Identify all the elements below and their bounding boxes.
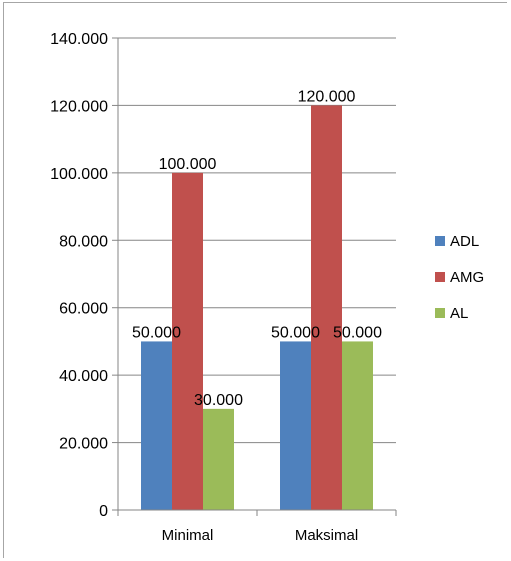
x-tick-label-minimal: Minimal: [162, 527, 214, 544]
data-labels: 50.000 100.000 30.000 50.000 120.000 50.000: [132, 88, 382, 408]
bar-al-maksimal: [342, 341, 373, 510]
legend: ADL AMG AL: [435, 233, 484, 322]
legend-swatch-al: [435, 308, 445, 318]
data-label-adl-minimal: 50.000: [132, 324, 181, 341]
legend-label-al: AL: [450, 305, 468, 322]
bar-amg-maksimal: [311, 105, 342, 510]
legend-label-adl: ADL: [450, 233, 479, 250]
bar-al-minimal: [203, 408, 234, 510]
y-tick-label-3: 60.000: [59, 301, 108, 318]
x-tick-label-maksimal: Maksimal: [295, 527, 358, 544]
y-tick-label-7: 140.000: [50, 31, 108, 48]
legend-swatch-adl: [435, 236, 445, 246]
y-tick-label-1: 20.000: [59, 436, 108, 453]
data-label-amg-minimal: 100.000: [159, 156, 217, 173]
bar-amg-minimal: [172, 172, 203, 510]
legend-swatch-amg: [435, 272, 445, 282]
y-tick-label-4: 80.000: [59, 233, 108, 250]
bar-adl-maksimal: [280, 341, 311, 510]
chart-area: [3, 2, 507, 558]
y-tick-label-6: 120.000: [50, 98, 108, 115]
bar-adl-minimal: [141, 341, 172, 510]
y-tick-label-5: 100.000: [50, 166, 108, 183]
data-label-amg-maksimal: 120.000: [298, 88, 356, 105]
data-label-al-maksimal: 50.000: [333, 324, 382, 341]
data-label-adl-maksimal: 50.000: [271, 324, 320, 341]
y-tick-label-0: 0: [99, 503, 108, 520]
y-tick-label-2: 40.000: [59, 368, 108, 385]
bars: [141, 105, 373, 510]
axes: 0 20.000 40.000 60.000 80.000 100.000 120.000 1…: [50, 31, 397, 544]
data-label-al-minimal: 30.000: [194, 392, 243, 409]
legend-label-amg: AMG: [450, 269, 484, 286]
